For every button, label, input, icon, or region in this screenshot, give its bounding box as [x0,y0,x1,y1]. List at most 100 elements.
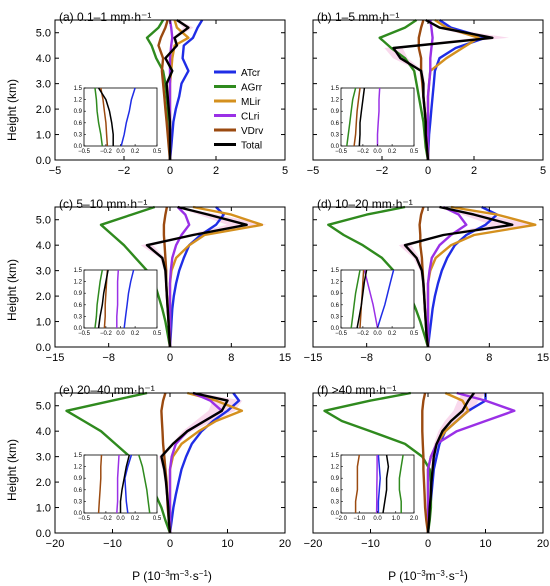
x-tick-label: −5 [307,165,320,177]
inset-line-clri [375,455,378,514]
x-tick-label: −10 [361,538,380,550]
inset-x-tick-label: −0.5 [78,331,91,337]
inset-y-tick-label: 1.2 [331,280,340,286]
y-tick-label: 0.0 [36,342,51,354]
inset-x-tick-label: 0.5 [153,331,162,337]
inset-panel: −0.5 −0.2 0.0 0.2 0.50.00.30.60.91.21.5 [74,86,162,155]
inset-y-tick-label: 1.2 [74,98,83,104]
y-tick-label: 4.0 [36,53,51,65]
x-tick-label: 15 [279,352,291,364]
y-tick-label: 5.0 [36,28,51,40]
legend-label-atcr: ATcr [241,68,261,79]
inset-line-total [382,454,390,514]
series-line-atcr [426,205,499,348]
inset-y-tick-label: 0.0 [74,144,83,150]
panel-title: (a) 0.1–1 mm·h⁻¹ [59,10,151,24]
inset-x-tick-label: 0.5 [153,516,162,522]
inset-line-clri [363,269,379,329]
legend-label-mlir: MLir [241,97,261,108]
inset-y-tick-label: 1.2 [74,465,83,471]
series-line-total [426,392,475,534]
series-line-total [160,391,229,534]
inset-y-tick-label: 0.9 [331,109,340,115]
inset-panel: −2.0 −1.0 0.0 1.0 2.0 0.0 0.3 0.6 0.9 1.2 1.5 [331,453,419,522]
x-tick-label: 10 [221,538,233,550]
inset-line-atcr [124,454,133,514]
inset-line-atcr [377,454,381,513]
panel-3: −15 −8 0 8 15(d) 10–20 mm·h⁻¹−0.5 −0.2 0.0 0.2 0… [304,197,549,364]
x-tick-label: 15 [537,352,549,364]
inset-y-tick-label: 0.6 [331,303,340,309]
y-tick-label: 0.0 [36,155,51,167]
inset-x-tick-label: 0.0 [373,149,382,155]
inset-x-tick-label: −0.2 [100,331,113,337]
inset-y-tick-label: 0.9 [74,109,83,115]
x-tick-label: 2 [471,165,477,177]
y-axis-label-top: Height (km) [5,79,19,141]
inset-line-agrr [350,269,361,329]
inset-y-tick-label: 0.0 [331,326,340,332]
inset-x-tick-label: 0.5 [410,149,419,155]
series-line-total [403,205,514,348]
inset-y-tick-label: 1.2 [331,98,340,104]
inset-x-tick-label: 0.5 [153,149,162,155]
x-tick-label: −5 [49,165,62,177]
y-tick-label: 1.0 [36,317,51,329]
inset-x-tick-label: −0.2 [357,331,370,337]
inset-y-tick-label: 0.6 [74,488,83,494]
series-line-total [392,18,494,161]
legend-label-clri: CLri [241,112,259,123]
x-tick-label: −20 [304,538,323,550]
panel-2: −15 −8 0 8 15 0.0 1.0 2.0 3.0 4.0 5.0 (c) 5–10 mm·h… [36,197,291,364]
inset-x-tick-label: −0.2 [357,149,370,155]
inset-y-tick-label: 0.3 [74,132,83,138]
inset-y-tick-label: 1.5 [331,268,340,274]
inset-line-atcr [376,269,395,329]
inset-x-tick-label: −0.5 [335,331,348,337]
inset-line-agrr [398,454,404,513]
x-tick-label: −15 [46,352,65,364]
inset-x-tick-label: 0.0 [373,331,382,337]
y-tick-label: 4.0 [36,240,51,252]
y-axis-label-middle: Height (km) [5,259,19,321]
legend-label-total: Total [241,141,262,152]
inset-y-tick-label: 0.9 [74,291,83,297]
inset-y-tick-label: 0.3 [331,132,340,138]
inset-line-agrr [94,269,104,329]
y-tick-label: 1.0 [36,503,51,515]
inset-y-tick-label: 1.5 [74,86,83,92]
x-tick-label: 0 [425,538,431,550]
x-tick-label: −8 [360,352,373,364]
inset-panel: −0.5 −0.2 0.0 0.2 0.50.00.30.60.91.21.5 [74,453,162,522]
y-axis-label-bottom: Height (km) [5,439,19,501]
series-line-atcr [168,19,204,161]
inset-y-tick-label: 0.6 [331,121,340,127]
inset-x-tick-label: −0.5 [78,149,91,155]
x-tick-label: 8 [486,352,492,364]
inset-y-tick-label: 0.9 [74,476,83,482]
legend: ATcr AGrr MLir CLri VDrv Total [214,68,263,152]
inset-y-tick-label: 0.6 [74,121,83,127]
inset-x-tick-label: 0.2 [131,149,140,155]
y-tick-label: 2.0 [36,477,51,489]
inset-x-tick-label: 1.0 [392,516,401,522]
inset-x-tick-label: 0.0 [373,516,382,522]
inset-y-tick-label: 0.3 [74,314,83,320]
inset-line-total [97,87,114,146]
x-tick-label: −8 [102,352,115,364]
y-tick-label: 5.0 [36,215,51,227]
series-line-clri [426,391,516,533]
inset-x-tick-label: −0.5 [335,149,348,155]
panel-title: (e) 20–40 mm·h⁻¹ [59,383,155,397]
panel-title: (d) 10–20 mm·h⁻¹ [317,197,413,211]
x-tick-label: 8 [228,352,234,364]
inset-y-tick-label: 1.5 [74,268,83,274]
inset-x-tick-label: −0.2 [100,516,113,522]
inset-panel: −0.5 −0.2 0.0 0.2 0.50.00.30.60.91.21.5 [74,268,162,337]
inset-line-total [356,269,368,329]
inset-frame [83,87,158,147]
panel-1: −5 −2 0 2 5(b) 1–5 mm·h⁻¹−0.5 −0.2 0.0 0.2 0.50.… [307,10,546,177]
series-line-total [145,205,248,348]
x-tick-label: 20 [279,538,291,550]
inset-frame [83,269,158,329]
